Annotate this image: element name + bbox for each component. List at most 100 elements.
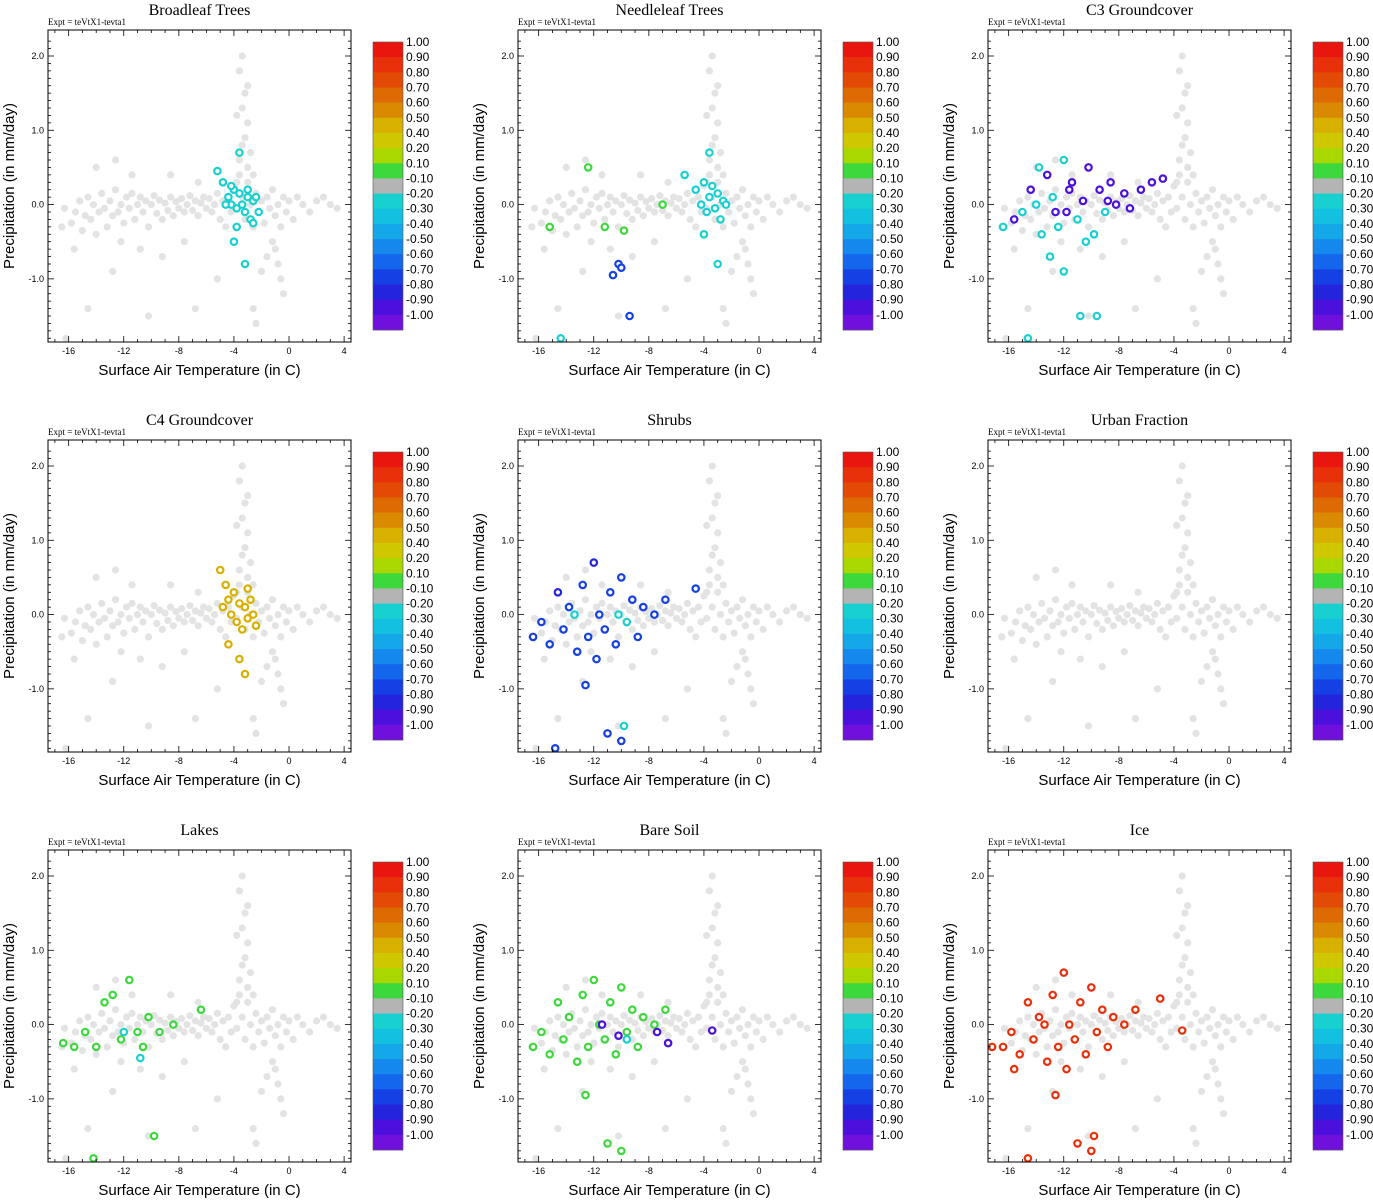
background-point xyxy=(744,1080,752,1088)
background-point xyxy=(266,204,274,212)
background-point xyxy=(1178,514,1186,522)
background-point xyxy=(703,588,711,596)
background-point xyxy=(1159,1017,1167,1025)
colorbar-label: -0.10 xyxy=(406,991,434,1005)
background-point xyxy=(189,206,197,215)
data-point xyxy=(550,743,560,753)
y-tick-label: -1.0 xyxy=(28,1094,44,1104)
background-point xyxy=(1131,1017,1139,1025)
background-point xyxy=(1093,209,1101,218)
data-point xyxy=(589,558,599,567)
background-point xyxy=(277,1095,285,1103)
background-point xyxy=(180,208,188,216)
background-point xyxy=(136,1013,144,1021)
background-point xyxy=(117,1021,125,1029)
background-point xyxy=(1049,677,1057,686)
background-point xyxy=(1140,1013,1148,1021)
background-point xyxy=(1162,633,1170,641)
background-point xyxy=(161,199,169,207)
data-point xyxy=(1059,968,1069,977)
background-point xyxy=(1186,611,1195,619)
background-point xyxy=(714,998,722,1006)
background-point xyxy=(1206,1024,1214,1032)
background-point xyxy=(1178,551,1186,559)
background-point xyxy=(714,939,722,947)
x-tick-label: -12 xyxy=(117,756,130,766)
data-point xyxy=(1089,230,1099,239)
colorbar-swatch xyxy=(373,299,403,316)
background-point xyxy=(153,209,161,218)
background-point xyxy=(1068,599,1076,608)
colorbar-label: 0.90 xyxy=(1346,460,1370,474)
y-tick-label: 1.0 xyxy=(501,945,514,955)
colorbar-label: 0.10 xyxy=(406,976,430,990)
background-point xyxy=(1203,253,1211,261)
background-point xyxy=(117,201,125,209)
colorbar-label: -0.30 xyxy=(876,202,904,216)
background-point xyxy=(128,581,136,589)
background-point xyxy=(1239,1021,1247,1029)
background-point xyxy=(570,1024,579,1032)
colorbar-swatch xyxy=(843,102,873,119)
background-point xyxy=(1098,625,1106,634)
background-point xyxy=(1076,1013,1084,1021)
colorbar-label: -0.20 xyxy=(876,597,904,611)
y-tick-label: 2.0 xyxy=(501,871,514,881)
background-point xyxy=(614,633,623,641)
background-point xyxy=(122,1013,131,1021)
background-point xyxy=(1200,219,1208,227)
background-point xyxy=(1175,477,1183,485)
y-tick-label: -1.0 xyxy=(968,684,984,694)
background-point xyxy=(1200,629,1208,637)
background-point xyxy=(191,1017,199,1025)
background-point xyxy=(1197,1087,1206,1095)
data-point xyxy=(597,1020,607,1029)
expt-label: Expt = teVtX1-tevta1 xyxy=(518,17,596,27)
colorbar-swatch xyxy=(843,558,873,574)
data-point xyxy=(633,632,643,642)
background-point xyxy=(598,171,606,179)
background-point xyxy=(62,744,70,752)
background-point xyxy=(293,1013,301,1021)
background-point xyxy=(268,1006,277,1014)
colorbar-label: -0.70 xyxy=(1346,672,1373,686)
background-point xyxy=(1084,223,1093,231)
colorbar-label: -0.80 xyxy=(876,688,904,702)
background-point xyxy=(150,192,158,200)
background-point xyxy=(1024,1013,1032,1021)
colorbar-swatch xyxy=(373,1134,403,1151)
data-point xyxy=(605,587,615,597)
data-point xyxy=(572,647,582,657)
background-point xyxy=(136,655,144,663)
data-point xyxy=(583,632,593,642)
data-point xyxy=(1120,189,1129,198)
background-point xyxy=(1186,201,1195,209)
background-point xyxy=(178,1015,186,1023)
data-point xyxy=(138,1042,148,1052)
colorbar-label: -0.40 xyxy=(1346,1037,1373,1051)
colorbar-swatch xyxy=(1313,527,1343,544)
background-point xyxy=(664,588,672,596)
background-point xyxy=(1181,1035,1189,1043)
background-point xyxy=(606,1065,614,1073)
x-tick-label: -8 xyxy=(175,346,183,356)
background-point xyxy=(271,622,279,630)
background-point xyxy=(1173,111,1181,119)
background-point xyxy=(1051,1006,1060,1014)
background-point xyxy=(1192,599,1200,608)
colorbar-swatch xyxy=(843,87,873,103)
colorbar-frame xyxy=(842,861,874,1151)
background-point xyxy=(1225,1017,1233,1025)
background-point xyxy=(683,685,692,693)
x-tick-label: -8 xyxy=(175,756,183,766)
background-point xyxy=(1203,1013,1211,1021)
background-point xyxy=(169,622,177,630)
background-point xyxy=(95,618,103,626)
background-point xyxy=(562,573,570,582)
background-point xyxy=(125,204,133,212)
background-point xyxy=(241,499,249,507)
background-point xyxy=(1134,1032,1142,1040)
background-point xyxy=(705,581,714,589)
data-point xyxy=(1155,994,1165,1003)
background-point xyxy=(749,193,758,201)
